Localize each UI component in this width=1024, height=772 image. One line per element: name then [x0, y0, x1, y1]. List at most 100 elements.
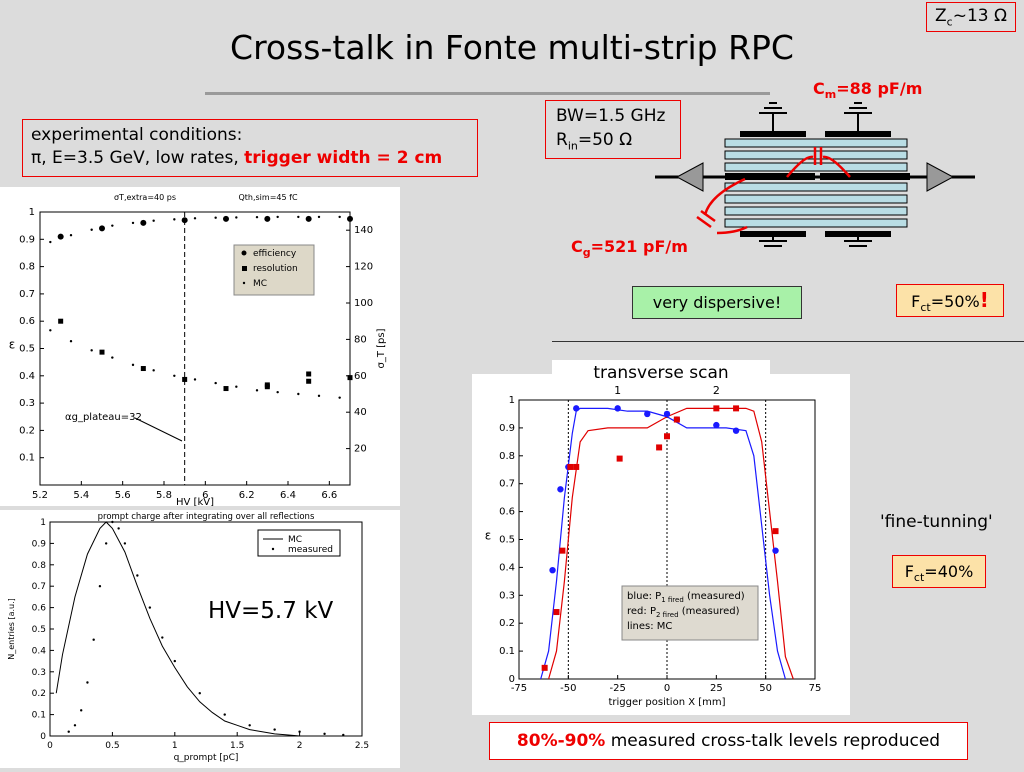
y-tick-label: 0.4	[32, 646, 47, 656]
y-tick-label: 0.4	[499, 562, 515, 573]
x-tick-label: 25	[710, 683, 723, 694]
ground-bottom-left-icon	[759, 237, 787, 247]
cm-label: Cm=88 pF/m	[813, 79, 922, 101]
x-tick-label: 1	[172, 741, 178, 751]
mc-point	[255, 215, 259, 219]
y-axis-label-right: σ_T [ps]	[376, 328, 387, 368]
cm-sub: m	[824, 88, 837, 102]
resolution-point	[264, 384, 270, 390]
y-tick-label-left: 0.6	[19, 316, 35, 327]
y-tick-label: 0.2	[32, 689, 46, 699]
y-tick-label: 0.6	[32, 604, 47, 614]
zc-rest: ~13 Ω	[952, 6, 1007, 26]
x-tick-label: 0	[664, 683, 670, 694]
p2-measured-point	[573, 463, 580, 470]
top-annotation-1: σT,extra=40 ps	[114, 193, 176, 202]
y-tick-label: 0.5	[32, 625, 46, 635]
mc-point	[69, 234, 73, 237]
x-tick-label: 6.6	[321, 490, 337, 501]
p1-measured-point	[614, 405, 621, 412]
mc-point	[297, 392, 300, 396]
mc-point	[69, 340, 73, 343]
measured-point	[173, 659, 176, 663]
fct-40-box: Fct=40%	[892, 555, 986, 588]
y-tick-label-right: 120	[354, 262, 373, 273]
x-tick-label: 6.4	[280, 490, 296, 501]
y-tick-label: 0	[509, 674, 515, 685]
y-tick-label: 0	[40, 732, 46, 742]
resolution-point	[58, 318, 64, 324]
mc-point	[317, 394, 321, 398]
measured-point	[80, 709, 83, 712]
y-tick-label-left: 0.9	[19, 234, 35, 245]
rpc-diagram	[655, 102, 975, 247]
p1-measured-point	[573, 405, 580, 412]
hv-scan-chart: 5.2 5.4 5.6 5.8 6 6.2 6.4 6.6 0.1 0.2 0.3 0.4 0.5 0.6…	[0, 187, 400, 508]
transverse-scan-svg: -75 -50 -25 0 25 50 75 0 0.1 0.2 0.3 0.4 0.5 0.6 0.7 0.…	[485, 384, 822, 708]
y-tick-label: 1	[40, 518, 46, 528]
legend-marker-measured	[271, 547, 275, 551]
y-tick-label-left: 0.7	[19, 289, 35, 300]
y-tick-label-right: 60	[354, 371, 367, 382]
p2-measured-point	[567, 463, 574, 470]
y-tick-label: 0.3	[499, 590, 515, 601]
fct1-base: F	[911, 292, 921, 311]
mc-point	[90, 228, 93, 231]
mc-point	[235, 385, 238, 388]
y-tick-label: 0.8	[499, 451, 515, 462]
y-tick-label: 0.8	[32, 561, 47, 571]
x-tick-label: 5.4	[73, 490, 89, 501]
amplifier-left-icon	[675, 162, 704, 192]
y-tick-label-left: 0.3	[19, 398, 35, 409]
measured-point	[67, 730, 70, 733]
mc-point	[338, 396, 341, 399]
rin-base: R	[556, 130, 568, 150]
resolution-point	[306, 371, 312, 377]
resolution-point	[306, 378, 312, 384]
y-tick-label-left: 0.2	[19, 425, 35, 436]
result-box: 80%-90% measured cross-talk levels repro…	[489, 722, 968, 760]
legend-label: resolution	[253, 264, 298, 274]
legend-label-mc: MC	[288, 535, 302, 545]
cg-base: C	[571, 237, 583, 256]
y-tick-label-left: 0.5	[19, 344, 35, 355]
x-tick-label: 6.2	[239, 490, 255, 501]
y-axis-label: N_entries [a.u.]	[7, 598, 16, 660]
measured-point	[104, 542, 108, 545]
p2-measured-point	[559, 547, 566, 554]
cm-capacitor-icon	[786, 147, 851, 178]
mc-point	[214, 216, 217, 219]
ground-top-left-icon	[759, 102, 787, 135]
measured-point	[161, 636, 164, 639]
fct1-rest: =50%	[930, 292, 980, 311]
measured-point	[123, 542, 127, 545]
p2-measured-point	[616, 455, 623, 462]
measured-point	[136, 574, 139, 577]
y-tick-label-left: 1	[29, 207, 35, 218]
hv-scan-svg: 5.2 5.4 5.6 5.8 6 6.2 6.4 6.6 0.1 0.2 0.3 0.4 0.5 0.6…	[9, 193, 387, 508]
measured-point	[98, 585, 102, 588]
mc-point	[338, 215, 341, 219]
mc-point	[255, 389, 259, 392]
legend-box	[621, 585, 759, 641]
fct2-base: F	[904, 562, 914, 581]
y-tick-label: 0.1	[499, 646, 515, 657]
y-tick-label: 0.9	[499, 423, 515, 434]
mc-point	[49, 240, 52, 244]
measured-point	[323, 732, 326, 736]
efficiency-point	[181, 217, 188, 224]
mc-point	[214, 381, 217, 385]
y-tick-label: 0.5	[499, 535, 515, 546]
zc-sub: c	[946, 15, 953, 29]
p2-measured-point	[656, 444, 663, 451]
y-tick-label-left: 0.8	[19, 262, 35, 273]
fine-tuning-label: 'fine-tunning'	[880, 512, 993, 532]
efficiency-point	[264, 215, 271, 222]
x-tick-label: 5.6	[115, 490, 131, 501]
mc-histogram	[55, 521, 300, 737]
y-tick-label: 0.6	[499, 507, 515, 518]
x-tick-label: 75	[809, 683, 822, 694]
mc-point	[152, 369, 155, 372]
transverse-scan-chart: -75 -50 -25 0 25 50 75 0 0.1 0.2 0.3 0.4 0.5 0.6 0.7 0.…	[472, 374, 850, 715]
mc-point	[111, 224, 114, 227]
